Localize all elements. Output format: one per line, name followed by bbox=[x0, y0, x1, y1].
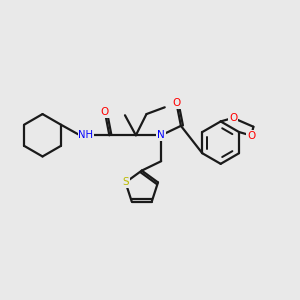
Text: O: O bbox=[101, 107, 109, 117]
Text: S: S bbox=[122, 177, 129, 188]
Text: NH: NH bbox=[78, 130, 93, 140]
Text: O: O bbox=[229, 113, 237, 123]
Text: O: O bbox=[172, 98, 181, 109]
Text: N: N bbox=[157, 130, 165, 140]
Text: O: O bbox=[247, 130, 256, 141]
